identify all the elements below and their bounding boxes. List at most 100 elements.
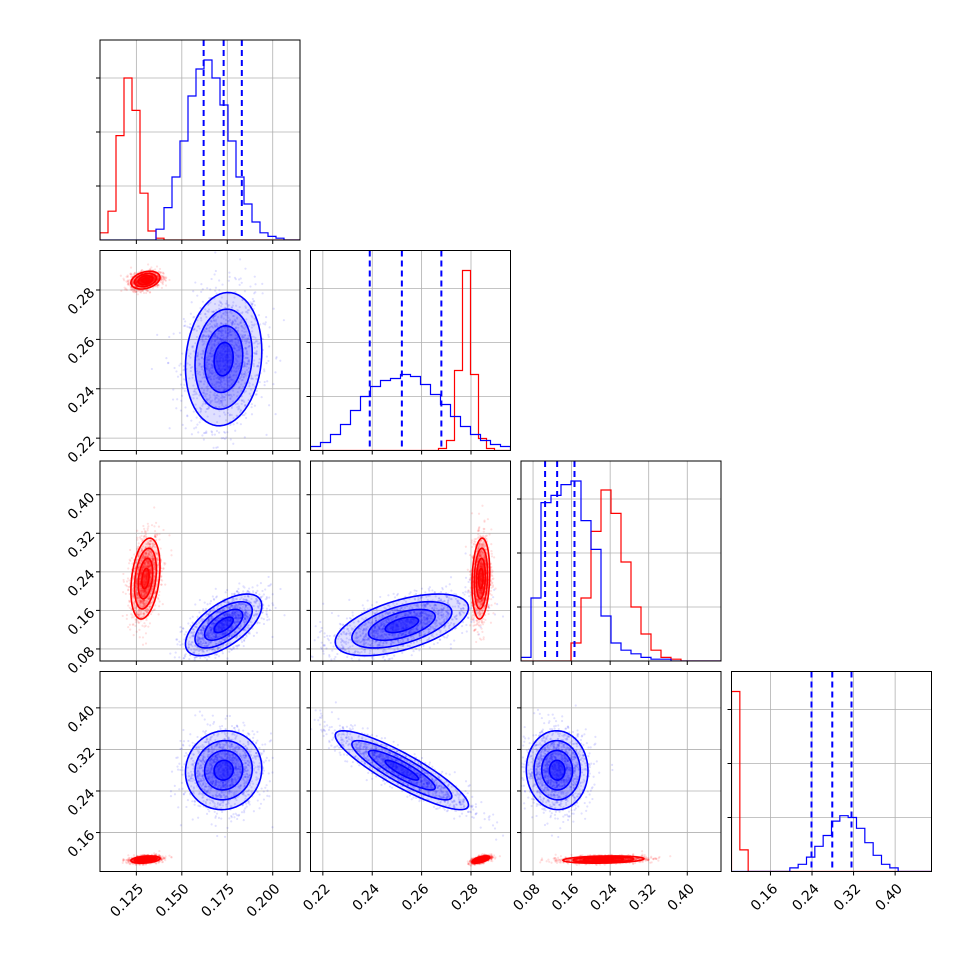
scatter-point xyxy=(216,336,219,339)
scatter-point xyxy=(252,614,256,617)
scatter-point xyxy=(223,345,226,349)
scatter-point xyxy=(222,609,225,613)
scatter-point xyxy=(230,382,234,385)
scatter-point xyxy=(220,377,223,380)
scatter-point xyxy=(192,397,195,400)
histogram-step-line xyxy=(100,77,300,240)
scatter-point xyxy=(232,314,236,318)
scatter-point xyxy=(228,647,232,650)
scatter-point xyxy=(167,361,170,364)
scatter-point xyxy=(254,336,257,339)
scatter-point xyxy=(193,427,196,430)
scatter-point xyxy=(236,365,239,368)
scatter-point xyxy=(247,360,250,363)
scatter-point xyxy=(235,616,238,619)
scatter-point xyxy=(246,589,249,592)
scatter-point xyxy=(157,276,160,279)
scatter-point xyxy=(265,316,268,319)
panel-content xyxy=(100,461,306,661)
scatter-point xyxy=(192,628,195,631)
scatter-point xyxy=(225,335,228,338)
scatter-point xyxy=(211,633,214,636)
scatter-point xyxy=(215,373,219,376)
scatter-point xyxy=(200,629,203,632)
scatter-point xyxy=(186,325,189,328)
scatter-point xyxy=(235,374,238,377)
scatter-point xyxy=(201,391,205,394)
scatter-point xyxy=(209,629,212,632)
scatter-point xyxy=(244,403,247,407)
scatter-point xyxy=(237,323,240,326)
scatter-point xyxy=(238,322,242,325)
scatter-point xyxy=(239,423,242,426)
scatter-point xyxy=(144,278,147,281)
scatter-point xyxy=(151,287,155,290)
scatter-point xyxy=(227,634,230,638)
y-tick-label: 0.26 xyxy=(65,334,98,367)
scatter-point xyxy=(258,342,261,345)
scatter-point xyxy=(123,286,126,289)
scatter-point xyxy=(246,603,249,606)
panel-frame xyxy=(310,250,511,451)
scatter-point xyxy=(211,310,214,313)
scatter-point xyxy=(228,331,231,334)
scatter-point xyxy=(189,356,192,359)
scatter-point xyxy=(216,316,220,319)
scatter-point xyxy=(126,274,129,277)
scatter-point xyxy=(237,613,240,616)
panel-1-0 xyxy=(96,250,301,455)
scatter-point xyxy=(229,340,232,343)
scatter-point xyxy=(253,601,256,604)
scatter-point xyxy=(231,322,234,325)
scatter-point xyxy=(220,621,223,624)
scatter-point xyxy=(206,360,209,364)
scatter-point xyxy=(222,358,225,361)
scatter-point xyxy=(200,629,203,632)
scatter-point xyxy=(242,590,245,593)
scatter-point xyxy=(215,356,218,359)
scatter-point xyxy=(210,430,213,433)
scatter-point xyxy=(131,282,134,285)
scatter-point xyxy=(259,582,263,585)
scatter-point xyxy=(213,302,217,306)
scatter-point xyxy=(236,329,240,332)
scatter-point xyxy=(265,433,268,436)
scatter-point xyxy=(191,345,195,348)
scatter-point xyxy=(234,403,237,406)
scatter-point xyxy=(204,402,207,405)
scatter-point xyxy=(218,626,221,629)
scatter-point xyxy=(231,599,234,602)
scatter-point xyxy=(242,620,245,623)
scatter-point xyxy=(255,631,259,634)
scatter-point xyxy=(196,294,199,297)
scatter-point xyxy=(166,362,170,365)
scatter-point xyxy=(200,642,203,645)
scatter-point xyxy=(230,604,234,607)
scatter-point xyxy=(226,408,230,411)
scatter-point xyxy=(213,635,216,638)
scatter-point xyxy=(208,342,211,345)
scatter-point xyxy=(230,378,233,381)
scatter-point xyxy=(221,345,224,348)
scatter-point xyxy=(274,371,277,374)
scatter-point xyxy=(137,289,140,292)
scatter-point xyxy=(253,351,256,355)
scatter-point xyxy=(191,373,194,377)
scatter-point xyxy=(245,351,248,354)
scatter-point xyxy=(206,398,209,401)
scatter-point xyxy=(304,594,306,596)
scatter-point xyxy=(230,648,233,651)
scatter-point xyxy=(238,582,241,585)
scatter-point xyxy=(126,577,130,580)
scatter-point xyxy=(128,579,131,582)
scatter-point xyxy=(219,453,221,455)
scatter-point xyxy=(265,607,269,610)
scatter-point xyxy=(236,336,239,339)
scatter-point xyxy=(193,388,197,391)
scatter-point xyxy=(240,281,243,284)
scatter-point xyxy=(210,341,213,344)
scatter-point xyxy=(124,288,127,291)
scatter-point xyxy=(225,623,228,627)
scatter-point xyxy=(240,373,243,376)
scatter-point xyxy=(192,634,195,637)
